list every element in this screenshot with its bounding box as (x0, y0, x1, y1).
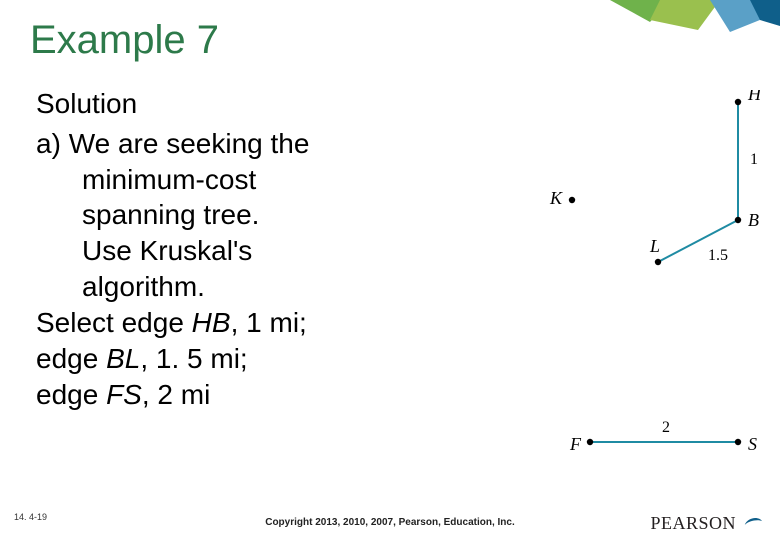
edge-name: BL (106, 343, 140, 374)
edge-weight: 1 (750, 151, 758, 168)
node-label: K (549, 188, 563, 208)
graph-node (587, 439, 593, 445)
text-line: algorithm. (36, 269, 526, 305)
text-span: , 1. 5 mi; (140, 343, 247, 374)
text-span: , 2 mi (142, 379, 210, 410)
node-label: F (569, 434, 582, 454)
graph-node (569, 197, 575, 203)
part-a-label: a) (36, 128, 61, 159)
edge-name: HB (192, 307, 231, 338)
text-span: Select edge (36, 307, 192, 338)
edge-name: FS (106, 379, 142, 410)
solution-body: Solution a) We are seeking the minimum-c… (36, 86, 526, 412)
logo-swoosh-icon (742, 512, 764, 534)
node-label: H (747, 90, 762, 104)
node-label: B (748, 210, 759, 230)
text-line: spanning tree. (36, 197, 526, 233)
text-line: Use Kruskal's (36, 233, 526, 269)
graph-node (735, 99, 741, 105)
logo-text: PEARSON (650, 513, 736, 534)
edge-line-2: edge BL, 1. 5 mi; (36, 341, 526, 377)
pearson-logo: PEARSON (650, 512, 764, 534)
corner-decoration (610, 0, 780, 40)
edge-line-1: Select edge HB, 1 mi; (36, 305, 526, 341)
graph-node (735, 439, 741, 445)
node-label: L (649, 236, 660, 256)
solution-heading: Solution (36, 86, 526, 122)
graph-node (655, 259, 661, 265)
text-span: , 1 mi; (231, 307, 307, 338)
graph-diagram: 1 1.5 2 H K B L F S (538, 90, 768, 460)
text-span: edge (36, 343, 106, 374)
line-a1: a) We are seeking the (36, 126, 526, 162)
node-label: S (748, 434, 757, 454)
edge-weight: 2 (662, 419, 670, 436)
text-span: edge (36, 379, 106, 410)
text-line: We are seeking the (69, 128, 310, 159)
slide-footer: 14. 4-19 Copyright 2013, 2010, 2007, Pea… (0, 508, 780, 540)
text-line: minimum-cost (36, 162, 526, 198)
slide-title: Example 7 (30, 18, 219, 63)
edge-weight: 1.5 (708, 247, 728, 264)
edge-line-3: edge FS, 2 mi (36, 377, 526, 413)
graph-node (735, 217, 741, 223)
